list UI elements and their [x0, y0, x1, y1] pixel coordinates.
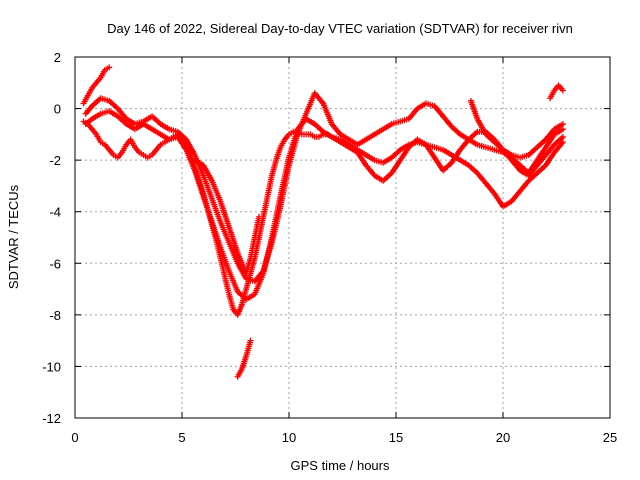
- y-tick-label: -2: [49, 153, 61, 168]
- y-tick-label: 2: [54, 50, 61, 65]
- series-track-1: [80, 64, 113, 107]
- x-tick-label: 15: [389, 430, 403, 445]
- data-point: [559, 87, 566, 94]
- data-point: [247, 337, 254, 344]
- series-track-7: [467, 97, 566, 161]
- y-tick-label: -4: [49, 205, 61, 220]
- axis-ticks: 0 5 10 15 20 25 -12 -10 -8 -6 -4 -2 0 2: [42, 50, 617, 445]
- series-track-6: [234, 337, 254, 380]
- chart-title: Day 146 of 2022, Sidereal Day-to-day VTE…: [107, 21, 573, 36]
- plot-frame: [74, 56, 611, 419]
- x-tick-label: 25: [603, 430, 617, 445]
- data-point: [256, 213, 263, 220]
- data-point: [106, 64, 113, 71]
- data-point: [559, 121, 566, 128]
- grid-lines: [75, 57, 610, 418]
- y-axis-label: SDTVAR / TECUs: [6, 184, 21, 289]
- y-tick-label: -8: [49, 308, 61, 323]
- x-tick-label: 20: [496, 430, 510, 445]
- x-tick-label: 10: [282, 430, 296, 445]
- y-tick-label: 0: [54, 102, 61, 117]
- x-tick-label: 5: [178, 430, 185, 445]
- series-track-8: [547, 82, 566, 102]
- data-point: [559, 133, 566, 140]
- y-tick-label: -10: [42, 359, 61, 374]
- data-points: [80, 64, 566, 380]
- x-tick-label: 0: [71, 430, 78, 445]
- series-track-4: [82, 108, 566, 303]
- y-tick-label: -12: [42, 411, 61, 426]
- y-tick-label: -6: [49, 256, 61, 271]
- series-track-3: [82, 90, 566, 285]
- x-axis-label: GPS time / hours: [291, 458, 390, 473]
- data-point: [559, 126, 566, 133]
- series-track-5: [191, 157, 263, 277]
